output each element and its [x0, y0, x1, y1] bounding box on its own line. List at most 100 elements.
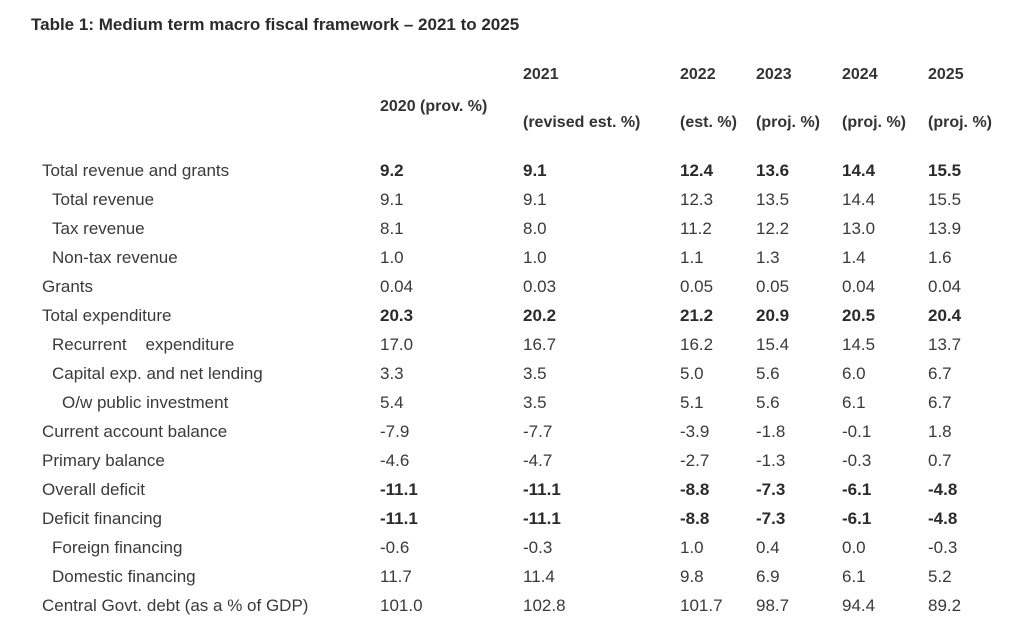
cell-2021: 16.7	[523, 335, 557, 354]
row-total-revenue: Total revenue 9.1 9.1 12.3 13.5 14.4 15.…	[0, 190, 1022, 219]
cell-2021: -4.7	[523, 451, 553, 470]
cell-2023: -1.8	[756, 422, 786, 441]
cell-2021: 9.1	[523, 190, 547, 209]
header-2023-note: (proj. %)	[756, 114, 820, 131]
row-label: Foreign financing	[52, 538, 183, 557]
row-label: Domestic financing	[52, 567, 196, 586]
row-label: Total expenditure	[42, 306, 172, 325]
cell-2023: 1.3	[756, 248, 780, 267]
cell-2021: 3.5	[523, 364, 547, 383]
header-2023-year: 2023	[756, 66, 792, 83]
header-2024-note: (proj. %)	[842, 114, 906, 131]
cell-2025: 15.5	[928, 190, 962, 209]
cell-2024: -6.1	[842, 509, 872, 528]
cell-2024: 14.5	[842, 335, 876, 354]
header-2022-year: 2022	[680, 66, 716, 83]
cell-2024: 0.0	[842, 538, 866, 557]
cell-2022: 21.2	[680, 306, 714, 325]
header-2021-note: (revised est. %)	[523, 114, 641, 131]
cell-2021: 0.03	[523, 277, 557, 296]
cell-2023: -7.3	[756, 480, 786, 499]
row-label: Non-tax revenue	[52, 248, 178, 267]
cell-2022: 9.8	[680, 567, 704, 586]
cell-2025: 6.7	[928, 364, 952, 383]
cell-2021: -0.3	[523, 538, 553, 557]
cell-2025: 20.4	[928, 306, 962, 325]
row-public-investment: O/w public investment 5.4 3.5 5.1 5.6 6.…	[0, 393, 1022, 422]
row-foreign-financing: Foreign financing -0.6 -0.3 1.0 0.4 0.0 …	[0, 538, 1022, 567]
cell-2021: 8.0	[523, 219, 547, 238]
header-2025-note: (proj. %)	[928, 114, 992, 131]
cell-2020: -0.6	[380, 538, 410, 557]
cell-2022: 0.05	[680, 277, 714, 296]
cell-2020: 9.1	[380, 190, 404, 209]
cell-2023: 5.6	[756, 364, 780, 383]
cell-2022: -3.9	[680, 422, 710, 441]
cell-2024: 1.4	[842, 248, 866, 267]
row-non-tax-revenue: Non-tax revenue 1.0 1.0 1.1 1.3 1.4 1.6	[0, 248, 1022, 277]
row-label: Overall deficit	[42, 480, 145, 499]
row-total-expenditure: Total expenditure 20.3 20.2 21.2 20.9 20…	[0, 306, 1022, 335]
cell-2022: -2.7	[680, 451, 710, 470]
cell-2025: 13.9	[928, 219, 962, 238]
header-2022-note: (est. %)	[680, 114, 737, 131]
cell-2020: 1.0	[380, 248, 404, 267]
cell-2025: 15.5	[928, 161, 962, 180]
row-label: Primary balance	[42, 451, 165, 470]
row-domestic-financing: Domestic financing 11.7 11.4 9.8 6.9 6.1…	[0, 567, 1022, 596]
cell-2025: 0.7	[928, 451, 952, 470]
cell-2025: 0.04	[928, 277, 962, 296]
cell-2024: 14.4	[842, 161, 876, 180]
cell-2024: 14.4	[842, 190, 876, 209]
row-label: Central Govt. debt (as a % of GDP)	[42, 596, 309, 615]
cell-2021: -11.1	[523, 480, 561, 499]
cell-2021: 1.0	[523, 248, 547, 267]
row-label: Capital exp. and net lending	[52, 364, 263, 383]
cell-2023: 12.2	[756, 219, 790, 238]
row-total-revenue-and-grants: Total revenue and grants 9.2 9.1 12.4 13…	[0, 161, 1022, 190]
table-title: Table 1: Medium term macro fiscal framew…	[31, 15, 520, 34]
cell-2025: 5.2	[928, 567, 952, 586]
cell-2022: -8.8	[680, 480, 710, 499]
cell-2024: -0.1	[842, 422, 872, 441]
cell-2022: 5.1	[680, 393, 704, 412]
row-label: Total revenue and grants	[42, 161, 230, 180]
cell-2023: -1.3	[756, 451, 786, 470]
row-recurrent-expenditure: Recurrent expenditure 17.0 16.7 16.2 15.…	[0, 335, 1022, 364]
row-capital-exp-net-lending: Capital exp. and net lending 3.3 3.5 5.0…	[0, 364, 1022, 393]
header-2021-year: 2021	[523, 66, 559, 83]
cell-2025: 1.6	[928, 248, 952, 267]
cell-2023: 6.9	[756, 567, 780, 586]
cell-2020: 11.7	[380, 567, 412, 586]
cell-2025: 6.7	[928, 393, 952, 412]
cell-2024: -6.1	[842, 480, 872, 499]
cell-2023: -7.3	[756, 509, 786, 528]
row-deficit-financing: Deficit financing -11.1 -11.1 -8.8 -7.3 …	[0, 509, 1022, 538]
cell-2020: 3.3	[380, 364, 404, 383]
cell-2021: -11.1	[523, 509, 561, 528]
cell-2024: 94.4	[842, 596, 876, 615]
cell-2023: 13.6	[756, 161, 790, 180]
row-label: Deficit financing	[42, 509, 163, 528]
cell-2020: 5.4	[380, 393, 404, 412]
cell-2022: 1.0	[680, 538, 704, 557]
cell-2024: -0.3	[842, 451, 872, 470]
cell-2022: 16.2	[680, 335, 714, 354]
cell-2020: -7.9	[380, 422, 410, 441]
cell-2020: 8.1	[380, 219, 404, 238]
cell-2021: -7.7	[523, 422, 553, 441]
cell-2021: 102.8	[523, 596, 566, 615]
cell-2024: 6.1	[842, 393, 866, 412]
row-overall-deficit: Overall deficit -11.1 -11.1 -8.8 -7.3 -6…	[0, 480, 1022, 509]
cell-2024: 6.0	[842, 364, 866, 383]
cell-2025: 89.2	[928, 596, 962, 615]
header-2024-year: 2024	[842, 66, 878, 83]
cell-2024: 13.0	[842, 219, 876, 238]
cell-2024: 6.1	[842, 567, 866, 586]
cell-2022: 11.2	[680, 219, 712, 238]
row-label: Tax revenue	[52, 219, 145, 238]
row-grants: Grants 0.04 0.03 0.05 0.05 0.04 0.04	[0, 277, 1022, 306]
cell-2021: 20.2	[523, 306, 557, 325]
cell-2023: 5.6	[756, 393, 780, 412]
cell-2022: 101.7	[680, 596, 723, 615]
